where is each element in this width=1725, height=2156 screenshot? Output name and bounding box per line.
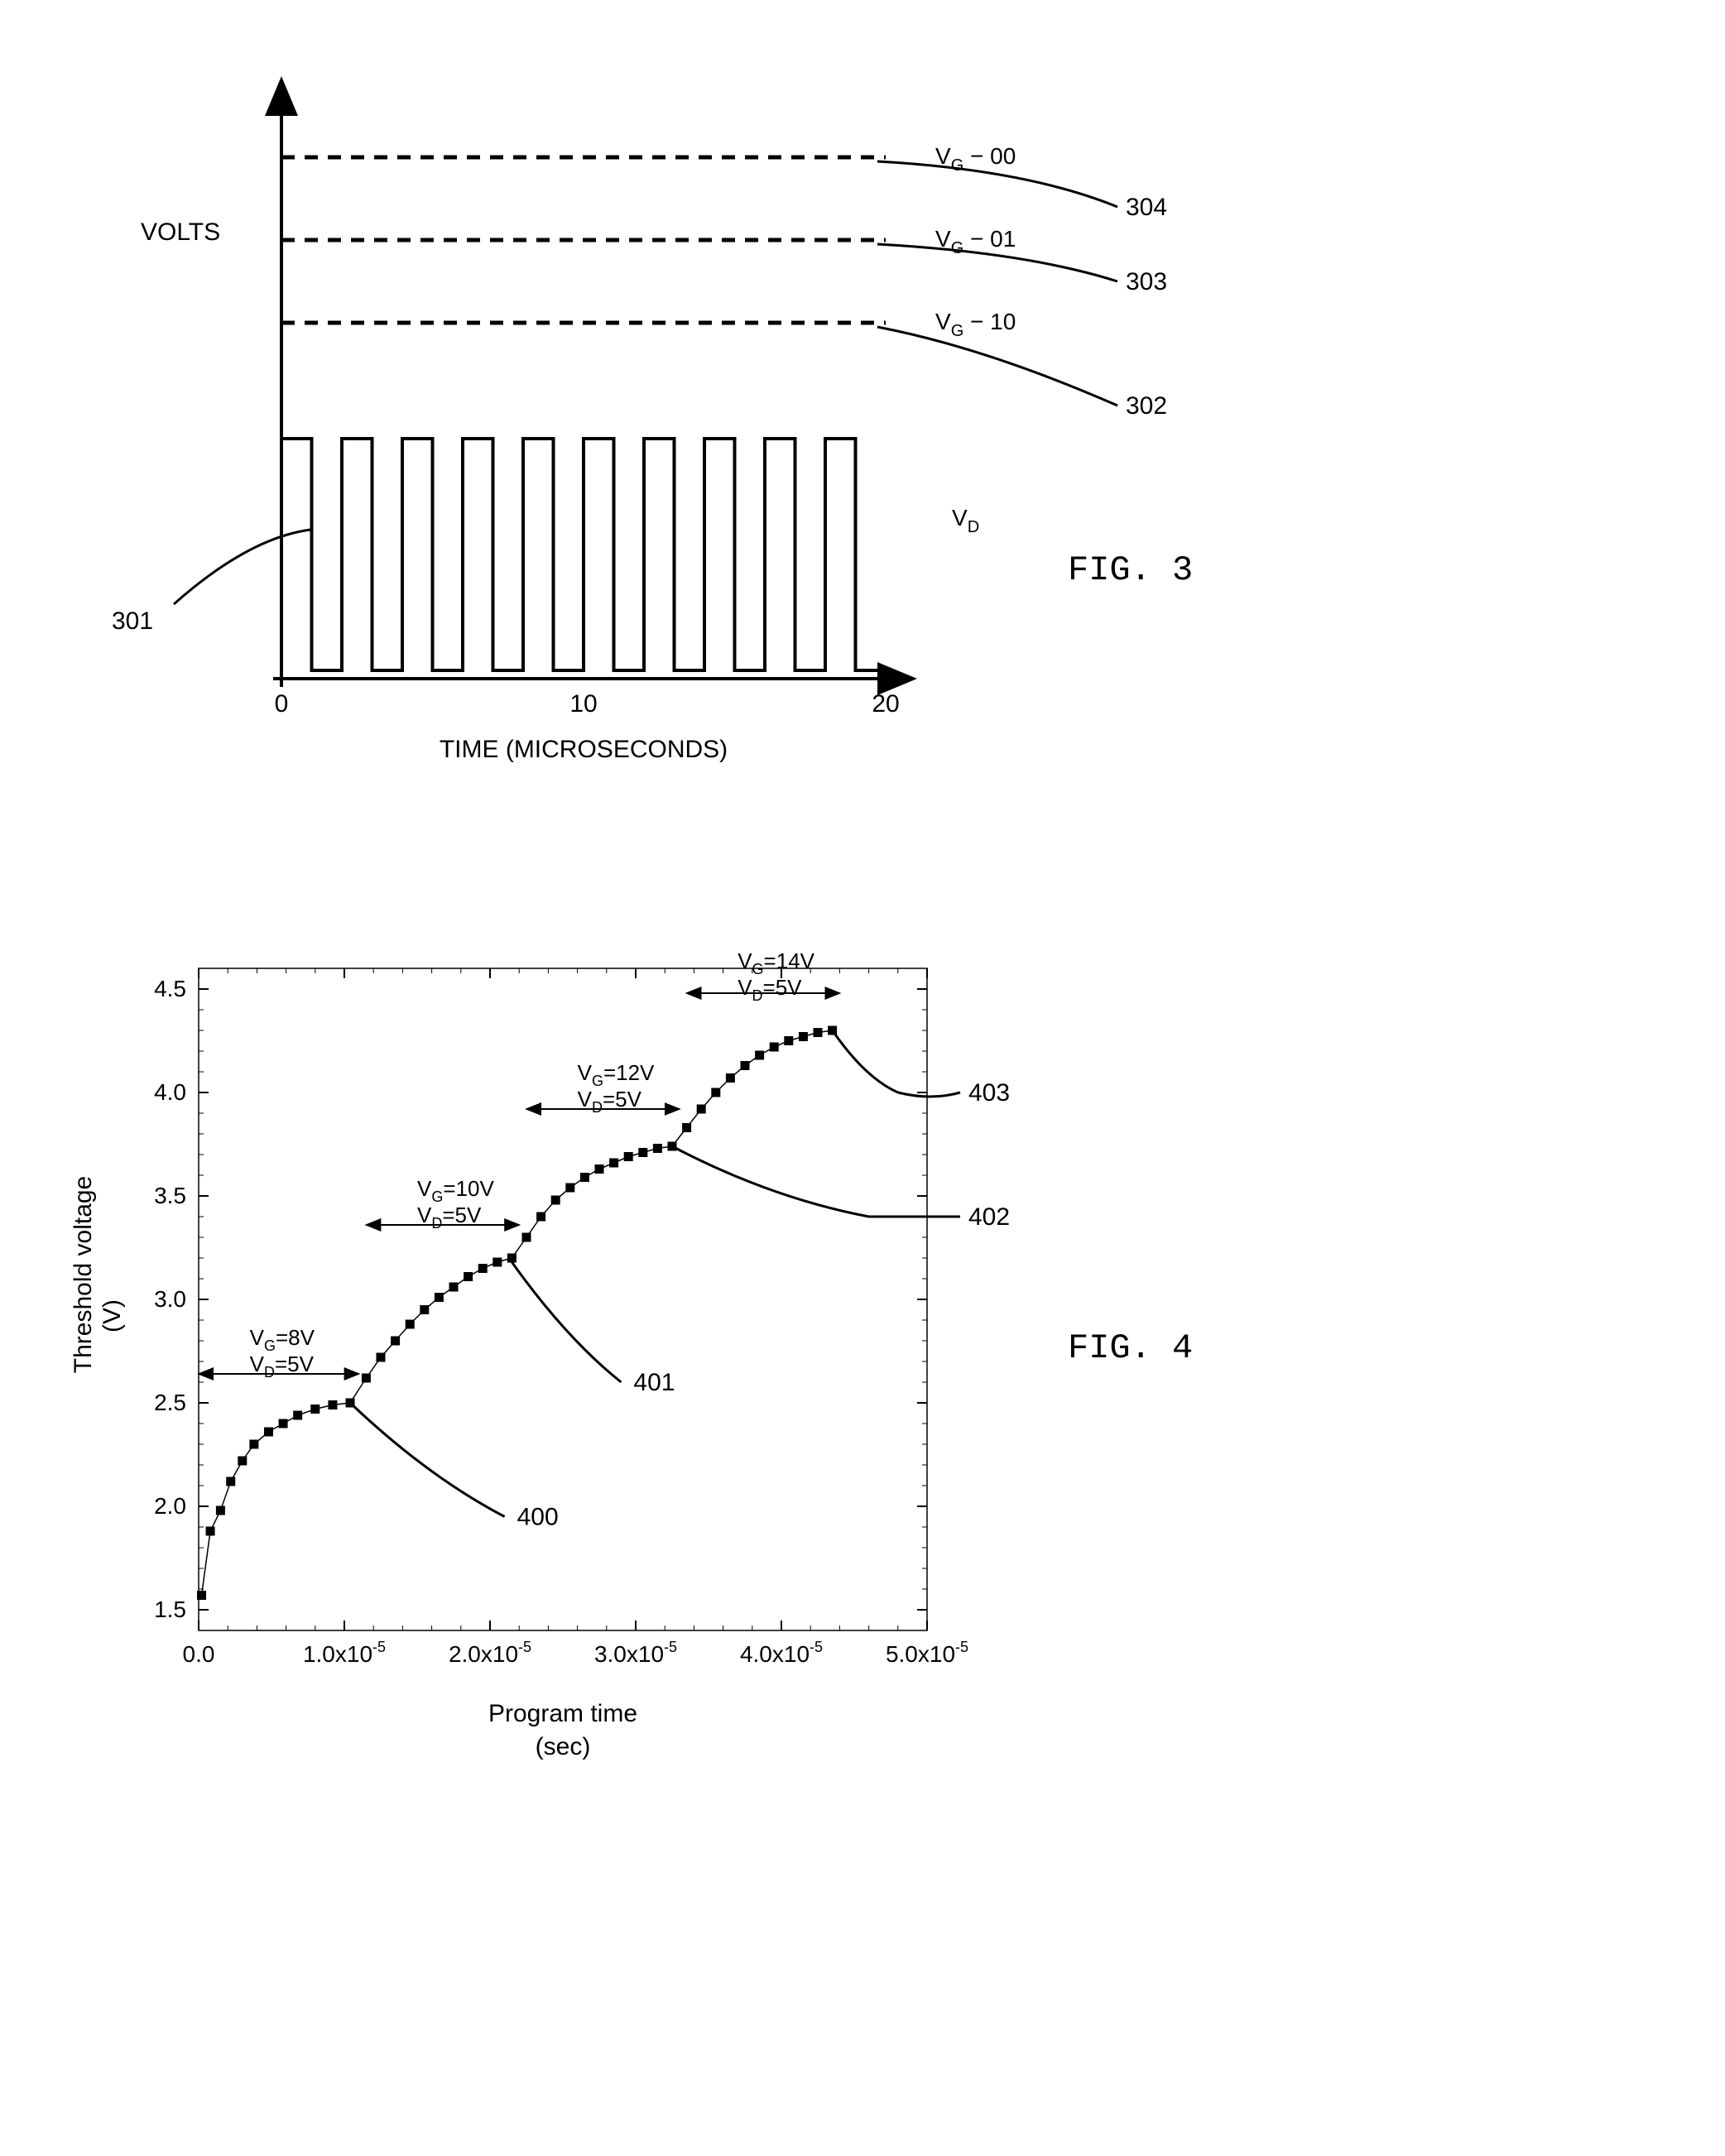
svg-text:400: 400 bbox=[517, 1504, 559, 1531]
fig3-pulse-train bbox=[281, 439, 886, 670]
svg-text:VG − 10: VG − 10 bbox=[935, 309, 1016, 340]
fig3-xticks: 0 10 20 bbox=[275, 690, 900, 718]
figure-3-container: VOLTS 0 10 20 TIME (MICROSECONDS) VG − 0… bbox=[33, 33, 1692, 819]
svg-text:401: 401 bbox=[633, 1369, 675, 1396]
svg-text:VD=5V: VD=5V bbox=[417, 1203, 482, 1232]
svg-text:VG=14V: VG=14V bbox=[738, 948, 814, 977]
svg-text:VG=10V: VG=10V bbox=[417, 1176, 494, 1205]
svg-text:4.0x10-5: 4.0x10-5 bbox=[740, 1639, 823, 1667]
figure-4-svg: 1.5 2.0 2.5 3.0 3.5 4.0 4.5 0.0 1.0x10-5 2.0x10-… bbox=[33, 886, 1357, 1796]
fig3-vd-label: VD bbox=[952, 505, 979, 536]
figure-3-svg: VOLTS 0 10 20 TIME (MICROSECONDS) VG − 0… bbox=[33, 33, 1357, 819]
svg-text:304: 304 bbox=[1126, 194, 1167, 221]
fig3-title: FIG. 3 bbox=[1068, 550, 1193, 590]
fig3-dashed-lines bbox=[281, 157, 886, 323]
svg-text:10: 10 bbox=[569, 690, 597, 718]
svg-text:4.5: 4.5 bbox=[154, 976, 186, 1001]
svg-text:0: 0 bbox=[275, 690, 289, 718]
svg-text:VD=5V: VD=5V bbox=[738, 975, 802, 1004]
svg-text:0.0: 0.0 bbox=[183, 1641, 215, 1667]
svg-text:VD=5V: VD=5V bbox=[250, 1352, 315, 1381]
svg-text:2.0: 2.0 bbox=[154, 1493, 186, 1519]
fig4-ylabel2: (V) bbox=[99, 1299, 126, 1332]
svg-text:VG=8V: VG=8V bbox=[250, 1325, 315, 1354]
fig4-callouts: 400 401 402 403 bbox=[350, 1030, 1010, 1531]
svg-text:3.5: 3.5 bbox=[154, 1183, 186, 1208]
fig3-ylabel: VOLTS bbox=[141, 218, 220, 246]
svg-text:1.5: 1.5 bbox=[154, 1597, 186, 1622]
fig4-title: FIG. 4 bbox=[1068, 1328, 1193, 1368]
fig4-ylabel1: Threshold voltage bbox=[70, 1176, 97, 1373]
svg-text:302: 302 bbox=[1126, 392, 1167, 420]
svg-text:2.0x10-5: 2.0x10-5 bbox=[449, 1639, 531, 1667]
fig4-xlabel2: (sec) bbox=[536, 1733, 591, 1760]
fig3-xlabel: TIME (MICROSECONDS) bbox=[440, 736, 728, 763]
fig3-callouts: 304 303 302 bbox=[877, 161, 1167, 420]
svg-text:20: 20 bbox=[872, 690, 899, 718]
svg-text:2.5: 2.5 bbox=[154, 1390, 186, 1415]
svg-text:1.0x10-5: 1.0x10-5 bbox=[303, 1639, 386, 1667]
fig4-region-labels: VG=8VVD=5VVG=10VVD=5VVG=12VVD=5VVG=14VVD… bbox=[199, 948, 839, 1381]
fig3-line-labels: VG − 00 VG − 01 VG − 10 bbox=[935, 143, 1016, 340]
fig4-axes bbox=[199, 968, 927, 1630]
svg-text:3.0x10-5: 3.0x10-5 bbox=[594, 1639, 677, 1667]
fig3-axes bbox=[273, 83, 911, 687]
svg-text:VG=12V: VG=12V bbox=[578, 1060, 655, 1089]
fig4-xlabel1: Program time bbox=[488, 1700, 637, 1727]
svg-text:402: 402 bbox=[968, 1203, 1010, 1231]
svg-text:VD=5V: VD=5V bbox=[578, 1087, 642, 1116]
svg-text:5.0x10-5: 5.0x10-5 bbox=[886, 1639, 968, 1667]
fig4-xticks: 0.0 1.0x10-5 2.0x10-5 3.0x10-5 4.0x10-5 5.0x1… bbox=[183, 968, 969, 1667]
svg-text:303: 303 bbox=[1126, 268, 1167, 295]
svg-text:4.0: 4.0 bbox=[154, 1079, 186, 1105]
svg-text:3.0: 3.0 bbox=[154, 1286, 186, 1312]
figure-4-container: 1.5 2.0 2.5 3.0 3.5 4.0 4.5 0.0 1.0x10-5 2.0x10-… bbox=[33, 886, 1692, 1796]
svg-text:403: 403 bbox=[968, 1079, 1010, 1107]
svg-text:301: 301 bbox=[112, 607, 153, 635]
